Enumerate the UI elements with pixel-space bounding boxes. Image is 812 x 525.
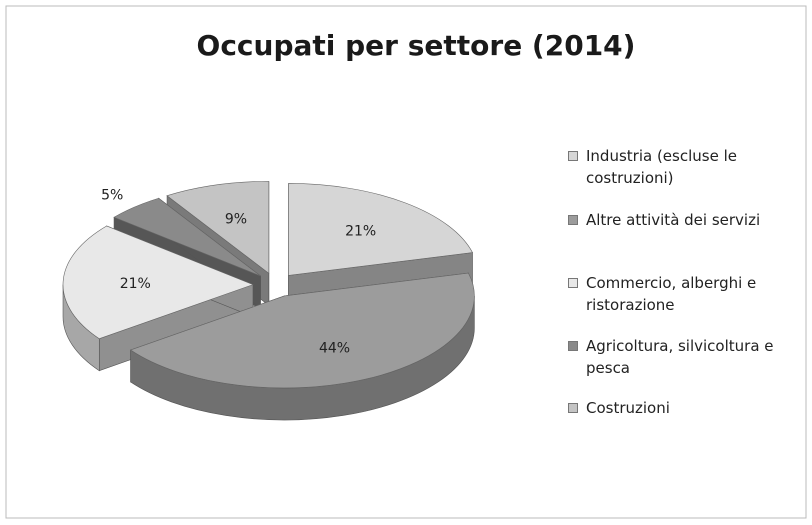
- chart-title: Occupati per settore (2014): [197, 29, 636, 62]
- legend-label: Agricoltura, silvicoltura e pesca: [586, 337, 774, 377]
- legend-swatch: [568, 151, 578, 161]
- legend-item: Industria (escluse le costruzioni): [568, 145, 798, 189]
- slice: [113, 197, 261, 277]
- legend-swatch: [568, 278, 578, 288]
- slice: [129, 272, 475, 389]
- value-label: 44%: [319, 341, 350, 357]
- tops: [62, 181, 475, 389]
- legend-label: Industria (escluse le costruzioni): [586, 147, 737, 187]
- value-label: 21%: [120, 276, 151, 292]
- legend-item: Agricoltura, silvicoltura e pesca: [568, 335, 798, 379]
- legend-swatch: [568, 341, 578, 351]
- slice: [62, 225, 254, 340]
- legend-item: Altre attività dei servizi: [568, 209, 798, 231]
- legend-label: Commercio, alberghi e ristorazione: [586, 274, 757, 314]
- value-label: 9%: [225, 212, 247, 228]
- value-label: 5%: [101, 187, 123, 203]
- legend-swatch: [568, 403, 578, 413]
- legend-swatch: [568, 215, 578, 225]
- slice: [288, 183, 473, 276]
- legend-label: Costruzioni: [586, 399, 670, 417]
- value-label: 21%: [345, 223, 376, 239]
- legend-label: Altre attività dei servizi: [586, 211, 761, 229]
- slice: [166, 181, 270, 274]
- legend-item: Costruzioni: [568, 397, 798, 419]
- legend-item: Commercio, alberghi e ristorazione: [568, 272, 798, 316]
